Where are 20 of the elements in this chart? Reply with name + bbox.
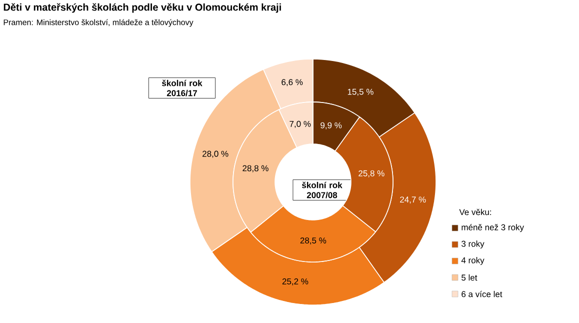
data-label: 9,9 % (320, 122, 342, 130)
slice-label: školní rok 2007/08 (302, 182, 342, 198)
data-label: 15,5 % (348, 88, 374, 96)
legend-label: 4 roky (461, 257, 484, 265)
chart-title: Děti v mateřských školách podle věku v Olomouckém kraji (4, 3, 281, 13)
data-label: 28,5 % (300, 237, 326, 244)
legend-label: 3 roky (462, 240, 484, 248)
chart-subtitle: Pramen: Ministerstvo školství, mládeže a tělovýchovy (4, 19, 194, 27)
legend-label: 5 let (462, 274, 478, 281)
data-label: 6,6 % (282, 79, 303, 86)
data-label: 28,0 % (202, 150, 228, 158)
slice-label: školní rok 2016/17 (162, 80, 202, 96)
legend-label: 6 a více let (462, 290, 502, 298)
data-label: 25,8 % (358, 170, 384, 178)
data-label: 25,2 % (282, 278, 308, 286)
legend-title: Ve věku: (459, 208, 492, 216)
data-label: 28,8 % (242, 165, 268, 172)
legend-label: méně než 3 roky (462, 224, 524, 232)
data-label: 7,0 % (290, 120, 311, 128)
data-label: 24,7 % (400, 196, 426, 204)
